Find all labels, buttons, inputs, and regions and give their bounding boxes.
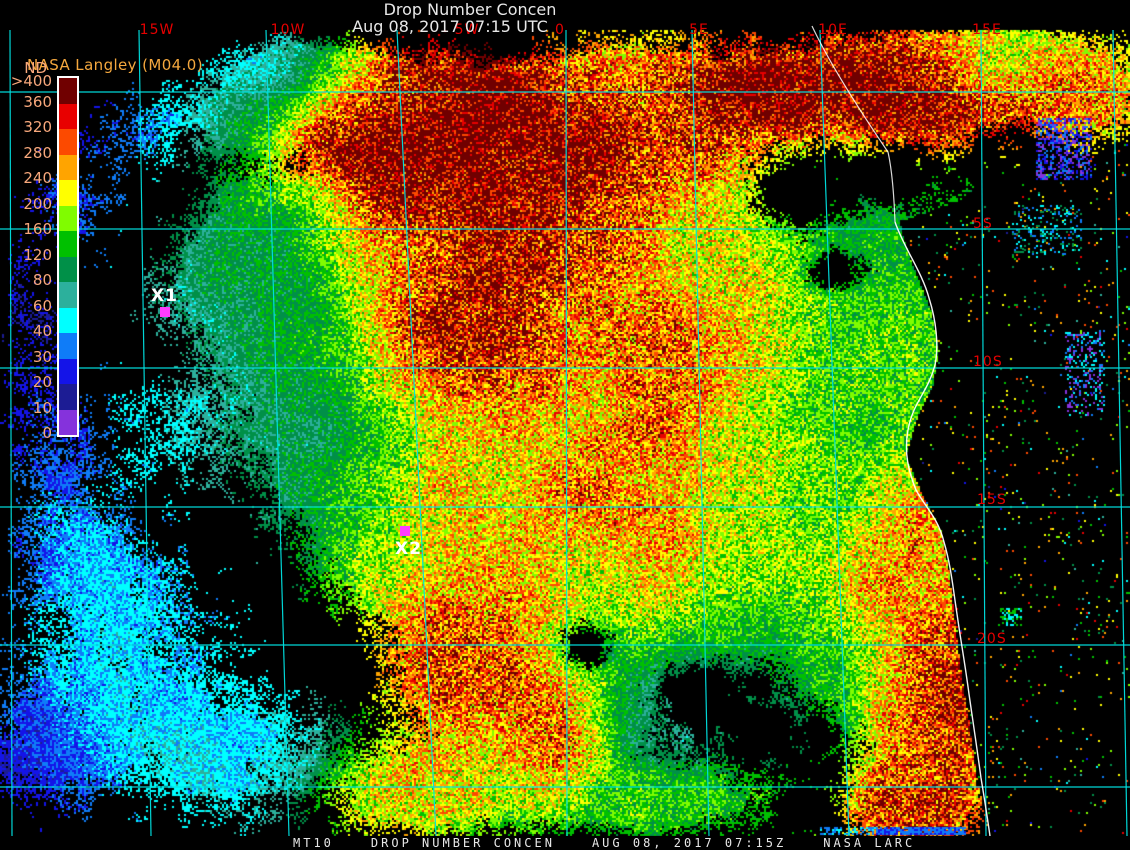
status-segment-0: MT10 — [293, 836, 334, 850]
status-segment-3: NASA LARC — [823, 836, 916, 850]
map-subtitle: Aug 08, 2017 07:15 UTC — [352, 17, 548, 36]
lat-label-15S: 15S — [977, 492, 1007, 508]
status-bar: MT10 DROP NUMBER CONCEN AUG 08, 2017 07:15… — [0, 836, 1130, 850]
lat-label-5S: 5S — [973, 216, 993, 232]
lon-label-5W: 5W — [454, 22, 480, 38]
status-segment-2: AUG 08, 2017 07:15Z — [591, 836, 787, 850]
credit-label: NASA Langley (M04.0) — [27, 56, 203, 74]
marker-dot-X2 — [400, 526, 410, 536]
lon-label-15E: 15E — [972, 22, 1002, 38]
lat-label-0: 0 — [973, 78, 983, 94]
lon-label-0: 0 — [555, 22, 565, 38]
marker-label-X1: X1 — [151, 286, 178, 306]
lat-label-20S: 20S — [977, 631, 1007, 647]
status-segment-1: DROP NUMBER CONCEN — [370, 836, 555, 850]
lat-label-10S: 10S — [973, 354, 1003, 370]
marker-label-X2: X2 — [395, 539, 422, 559]
map-title: Drop Number Concen — [383, 0, 557, 19]
marker-dot-X1 — [160, 307, 170, 317]
